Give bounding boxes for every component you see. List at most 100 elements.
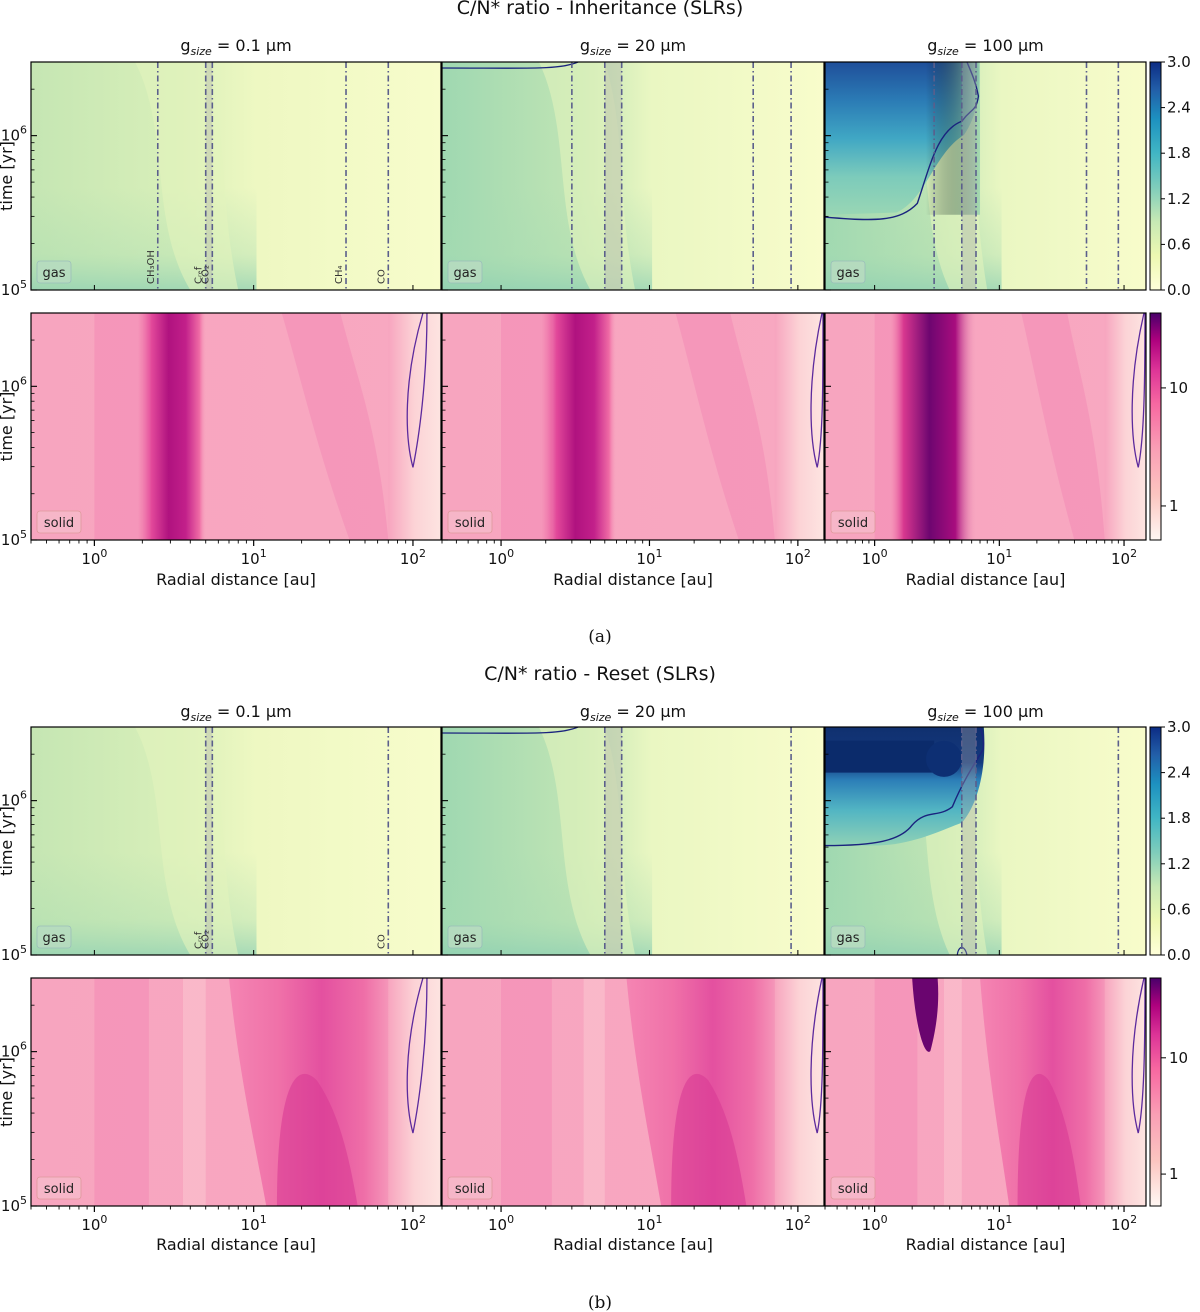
solid-contour: [810, 978, 824, 1134]
snowline-shade: [961, 727, 977, 955]
tick-exp: 1: [656, 1213, 663, 1226]
solid-peak-band: [137, 313, 207, 540]
tick-base: 10: [241, 550, 260, 568]
tick-base: 10: [400, 1216, 419, 1234]
y-tick-label: 106: [1, 1040, 27, 1061]
gas-label-text: gas: [454, 931, 477, 946]
gas-high-fade: [825, 62, 981, 215]
x-tick-label: 101: [986, 547, 1012, 568]
tick-base: 10: [785, 1216, 804, 1234]
solid-label-box: [36, 510, 82, 534]
solid-label-box: [830, 510, 876, 534]
solid-light-band: [944, 978, 962, 1206]
y-tick-label: 105: [1, 1194, 27, 1215]
tick-exp: 1: [1005, 1213, 1012, 1226]
x-tick-label: 102: [785, 1213, 811, 1234]
tick-exp: 2: [804, 1213, 811, 1226]
y-axis-label-solid: time [yr]: [0, 392, 16, 462]
tick-base: 10: [986, 550, 1005, 568]
colorbar-gas-tick-label: 0.0: [1167, 946, 1191, 964]
gas-label-box: [447, 260, 483, 284]
chart-block-b: C/N* ratio - Reset (SLRs)gsize = 0.1 μmC…: [0, 663, 1191, 1312]
tick-base: 10: [81, 1216, 100, 1234]
y-tick-label: 105: [1, 943, 27, 964]
colorbar-solid: [1149, 977, 1162, 1207]
solid-reset-core: [1017, 1073, 1081, 1206]
solid-axes-frame: [824, 977, 1147, 1207]
solid-mid-band: [1021, 313, 1105, 540]
solid-field: [31, 313, 441, 540]
solid-outer-band: [1104, 313, 1146, 540]
tick-exp: 2: [804, 547, 811, 560]
snowline-shade: [961, 62, 977, 290]
tick-base: 10: [986, 1216, 1005, 1234]
tick-exp: 1: [260, 1213, 267, 1226]
y-tick-label: 106: [1, 124, 27, 145]
x-axis-label: Radial distance [au]: [906, 1235, 1066, 1254]
solid-label-box: [830, 1176, 876, 1200]
solid-mid-band: [675, 313, 775, 540]
tick-base: 10: [636, 1216, 655, 1234]
x-axis-label: Radial distance [au]: [553, 1235, 713, 1254]
solid-reset-core: [276, 1073, 358, 1206]
y-axis-label-gas: time [yr]: [0, 141, 16, 211]
gas-panel: gas: [441, 61, 825, 291]
solid-axes-frame: [824, 312, 1147, 541]
figure-caption: (b): [588, 1293, 612, 1312]
colorbar-solid-tick-label: 10: [1169, 379, 1188, 397]
colorbar-gas-tick-label: 3.0: [1167, 718, 1191, 736]
y-tick-label: 106: [1, 789, 27, 810]
x-tick-label: 100: [81, 547, 107, 568]
colorbar-gas-tick-label: 1.2: [1167, 855, 1191, 873]
x-axis-label: Radial distance [au]: [906, 570, 1066, 589]
tick-base: 10: [636, 550, 655, 568]
snowline-shade: [604, 62, 622, 290]
gas-field: [442, 727, 824, 955]
tick-base: 10: [1, 792, 20, 810]
solid-label-box: [447, 510, 493, 534]
chart-block-a: C/N* ratio - Inheritance (SLRs)gsize = 0…: [0, 0, 1191, 647]
colorbar-gas-tick-label: 2.4: [1167, 99, 1191, 117]
solid-peak-band: [541, 313, 617, 540]
gas-label-box: [447, 925, 483, 949]
title-prefix: g: [927, 36, 937, 55]
colorbar-gas-tick-label: 2.4: [1167, 764, 1191, 782]
title-subscript: size: [937, 711, 959, 724]
solid-axes-frame: [30, 977, 442, 1207]
title-prefix: g: [580, 36, 590, 55]
solid-contour: [810, 313, 824, 468]
tick-exp: 2: [1130, 1213, 1137, 1226]
tick-base: 10: [1, 377, 20, 395]
x-tick-label: 102: [1111, 547, 1137, 568]
gas-label-text: gas: [837, 931, 860, 946]
solid-label-text: solid: [838, 1182, 868, 1197]
gas-axes-frame: [30, 726, 442, 956]
tick-exp: 6: [20, 124, 27, 137]
solid-contour: [1131, 313, 1146, 468]
gas-label-text: gas: [43, 931, 66, 946]
tick-exp: 0: [100, 1213, 107, 1226]
panel-title: gsize = 0.1 μm: [180, 36, 291, 58]
solid-outer-band: [1104, 978, 1146, 1206]
tick-base: 10: [1, 1197, 20, 1215]
panel-title: gsize = 20 μm: [580, 702, 686, 724]
colorbar-gas-tick-label: 0.6: [1167, 900, 1191, 918]
gas-axes-frame: [824, 726, 1147, 956]
gas-panel: gas: [441, 726, 825, 956]
solid-inner-band: [874, 978, 918, 1206]
title-prefix: g: [580, 702, 590, 721]
colorbar-gas: [1149, 726, 1162, 956]
tick-exp: 1: [656, 547, 663, 560]
x-tick-label: 102: [1111, 1213, 1137, 1234]
tick-exp: 0: [507, 1213, 514, 1226]
colorbar-gas-tick-label: 0.6: [1167, 235, 1191, 253]
snowline-shade: [205, 727, 213, 955]
solid-light-band: [182, 978, 206, 1206]
title-prefix: g: [180, 36, 190, 55]
x-tick-label: 102: [400, 1213, 426, 1234]
